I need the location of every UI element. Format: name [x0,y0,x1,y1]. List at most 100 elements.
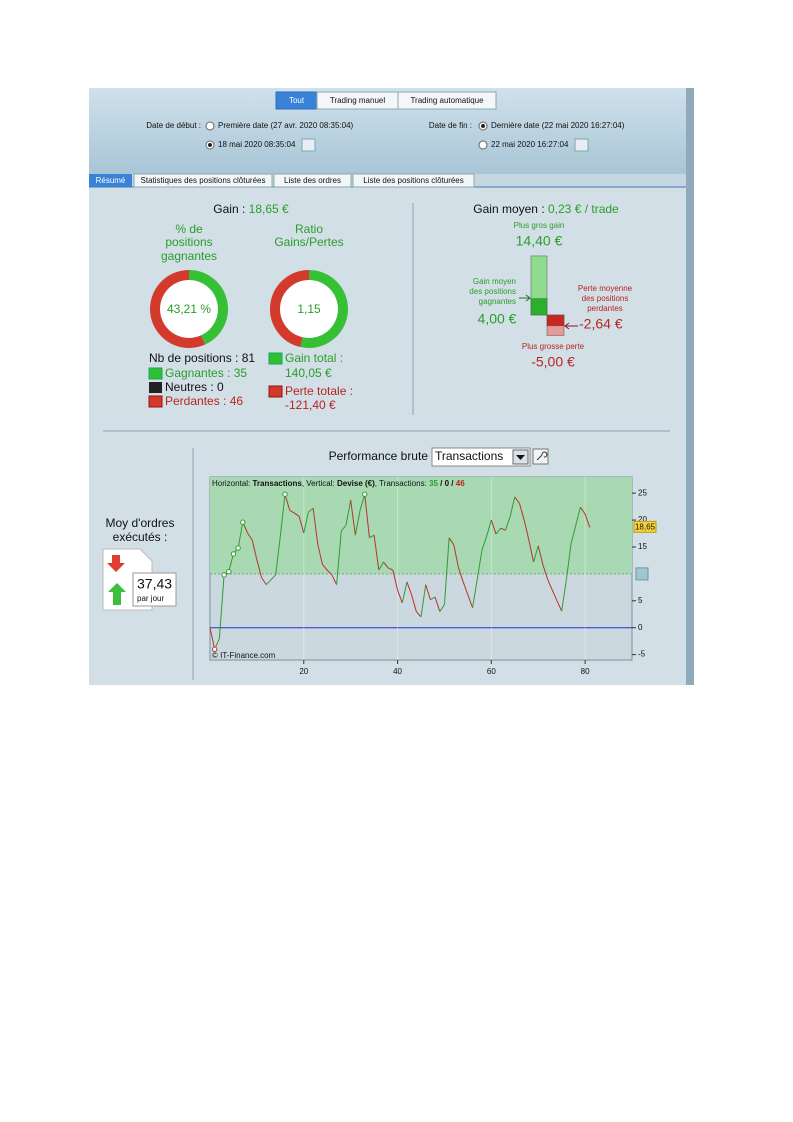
donut-segment [300,270,348,348]
line-segment [397,589,403,604]
radio[interactable] [478,140,488,150]
x-tick-label: 60 [487,667,496,676]
extreme-point [211,646,218,652]
value: -5,00 € [531,354,575,370]
y-tick-label: 25 [638,488,647,497]
line-segment [218,574,225,639]
line-segment [476,550,483,580]
line-segment [228,553,234,572]
line-segment [425,584,431,600]
x-tick-label: 20 [299,667,308,676]
calendar-icon[interactable] [301,138,316,152]
donut-hole [280,280,338,338]
line-segment [411,594,417,612]
line-segment [383,561,389,569]
orders-value: 37,43 [137,576,172,592]
arrow [519,294,531,302]
line-segment [340,525,347,532]
line-segment [275,536,281,576]
line-segment [448,537,455,546]
line-segment [561,579,567,612]
extreme-point [282,491,288,497]
orders-label: Moy d'ordres [106,516,175,530]
extreme-point [226,569,232,575]
legend-swatch [268,352,283,365]
select[interactable] [431,447,531,467]
donut-label: 43,21 % [167,302,211,316]
label: des positions [582,294,629,303]
loss-total-label: Perte totale : [285,384,353,398]
tab[interactable] [133,173,273,188]
tab-label: Statistiques des positions clôturées [141,176,266,185]
line-segment [308,507,314,513]
scrollbar [686,88,694,685]
line-segment [312,508,319,545]
gain-total-label: Gain total : [285,351,343,365]
line-segment [504,516,511,531]
donut-hole [160,280,218,338]
line-segment [317,544,324,565]
radio-label: 22 mai 2020 16:27:04 [491,140,569,149]
label: Perte moyenne [578,284,633,293]
arrow-down-icon [107,555,125,572]
line-segment [336,530,342,585]
line-segment [453,544,460,569]
line-segment [415,611,422,618]
line-segment [575,507,581,526]
tab[interactable] [352,173,475,188]
line-segment [209,627,216,650]
line-segment [547,579,553,591]
label: Gain moyen : [473,202,544,216]
donut-label: 1,15 [297,302,321,316]
line-segment [406,581,413,596]
positions-winners: Gagnantes : 35 [165,366,247,380]
donut-title: gagnantes [161,249,217,263]
line-segment [584,513,591,528]
line-segment [298,516,305,534]
donut-title: Gains/Pertes [274,235,343,249]
value: 18,65 € [249,202,289,216]
line-segment [420,584,427,618]
line-segment [528,539,535,563]
y-tick-label: -5 [638,650,646,659]
donut-segment [150,270,206,348]
line-segment [289,509,295,514]
chart-credit: © IT-Finance.com [212,651,276,660]
y-tick-label: 15 [638,542,647,551]
radio[interactable] [205,121,215,131]
orders-label: exécutés : [113,530,168,544]
header-part: / [449,479,456,488]
caret [516,455,525,460]
line-segment [279,494,286,537]
line-segment [509,496,516,517]
line-segment [261,577,267,585]
legend-swatch [148,395,163,408]
line-segment [378,561,384,571]
button[interactable] [397,91,497,110]
gain-total: 140,05 € [285,366,332,380]
line-segment [533,545,539,563]
tab[interactable] [273,173,352,188]
tab-label: Résumé [96,176,126,185]
line-segment [303,511,309,534]
line-segment [523,519,530,541]
line-segment [294,512,300,517]
header-part: Horizontal: [212,479,250,488]
calendar-icon[interactable] [574,138,589,152]
label: Date de fin : [429,121,472,130]
line-segment [570,525,577,544]
value: 4,00 € [478,311,517,327]
line-segment [518,503,525,521]
orders-box [132,572,177,607]
line-segment [326,569,333,576]
line-segment [364,494,370,538]
header-part: 46 [456,479,465,488]
tab[interactable] [89,174,132,187]
legend-swatch [268,385,283,398]
line-segment [495,527,502,535]
line-segment [486,519,492,537]
label: des positions [469,287,516,296]
line-segment [270,574,277,581]
line-segment [443,537,450,605]
header-part: , Transactions: [375,479,427,488]
